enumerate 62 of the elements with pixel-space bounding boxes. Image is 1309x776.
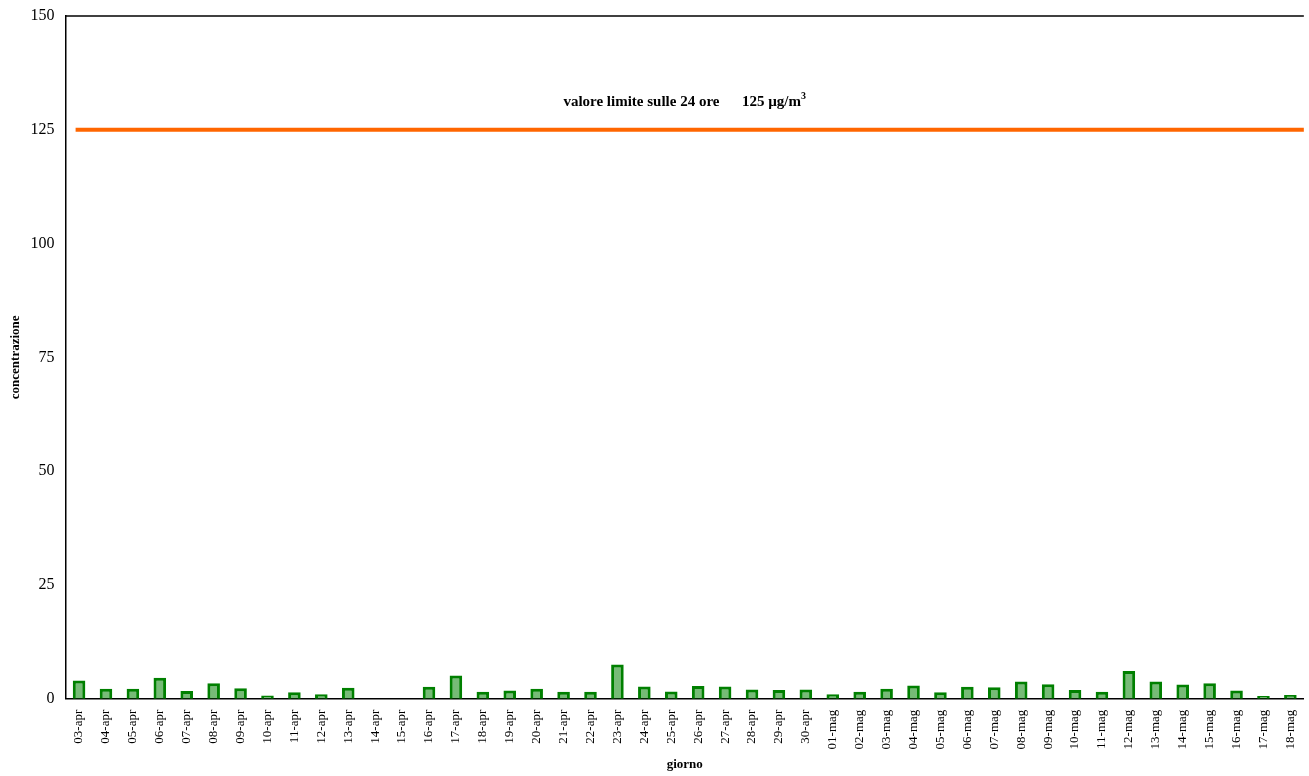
x-tick-label: 10-apr <box>258 709 274 744</box>
bar <box>315 694 328 699</box>
bar <box>611 664 624 699</box>
y-tick-label: 75 <box>38 347 55 365</box>
bar <box>288 692 301 699</box>
x-tick-label: 16-mag <box>1227 709 1243 750</box>
y-axis-title: concentrazione <box>7 315 23 400</box>
x-tick-label: 03-apr <box>70 709 86 744</box>
x-tick-label: 13-apr <box>339 709 355 744</box>
x-tick-label: 27-apr <box>716 709 732 744</box>
x-tick-label: 07-mag <box>985 709 1001 750</box>
y-tick-label: 25 <box>38 575 55 593</box>
x-tick-label: 24-apr <box>635 709 651 744</box>
y-tick-label: 125 <box>30 119 55 137</box>
x-tick-label: 05-apr <box>124 709 140 744</box>
x-tick-label: 06-mag <box>958 709 974 750</box>
x-tick-label: 17-mag <box>1254 709 1270 750</box>
x-tick-label: 02-mag <box>851 709 867 750</box>
x-tick-label: 09-mag <box>1039 709 1055 750</box>
x-tick-label: 11-apr <box>285 709 301 744</box>
bar <box>826 694 840 699</box>
x-tick-label: 06-apr <box>151 709 167 744</box>
x-tick-label: 30-apr <box>797 709 813 744</box>
x-tick-label: 18-apr <box>474 709 490 744</box>
bar <box>934 692 947 699</box>
x-tick-label: 01-mag <box>824 709 840 750</box>
x-tick-label: 18-mag <box>1281 709 1297 750</box>
x-tick-label: 09-apr <box>231 709 247 744</box>
x-tick-label: 07-apr <box>178 709 194 744</box>
x-tick-label: 15-apr <box>393 709 409 744</box>
bar <box>664 691 678 699</box>
x-tick-label: 25-apr <box>662 709 678 744</box>
y-tick-label: 150 <box>30 6 55 24</box>
x-tick-label: 11-mag <box>1093 709 1109 749</box>
x-tick-label: 20-apr <box>528 709 544 744</box>
x-tick-label: 12-mag <box>1120 709 1136 750</box>
bar <box>449 675 463 699</box>
x-tick-label: 10-mag <box>1066 709 1082 750</box>
y-tick-label: 0 <box>46 688 55 706</box>
x-tick-label: 19-apr <box>501 709 517 744</box>
x-tick-label: 04-apr <box>97 709 113 744</box>
x-tick-label: 05-mag <box>931 709 947 750</box>
x-tick-label: 29-apr <box>770 709 786 744</box>
x-tick-label: 14-apr <box>366 709 382 744</box>
x-tick-label: 21-apr <box>555 709 571 744</box>
x-tick-label: 22-apr <box>581 709 597 744</box>
x-axis-title: giorno <box>666 755 703 771</box>
x-tick-label: 17-apr <box>447 709 463 744</box>
x-tick-label: 23-apr <box>608 709 624 744</box>
x-tick-label: 16-apr <box>420 709 436 744</box>
y-tick-label: 50 <box>38 461 55 479</box>
y-tick-label: 100 <box>30 233 55 251</box>
x-tick-label: 04-mag <box>904 709 920 750</box>
x-tick-label: 15-mag <box>1201 709 1217 750</box>
x-tick-label: 13-mag <box>1147 709 1163 750</box>
x-tick-label: 12-apr <box>312 709 328 744</box>
x-tick-label: 08-mag <box>1012 709 1028 750</box>
x-tick-label: 03-mag <box>878 709 894 750</box>
x-tick-label: 28-apr <box>743 709 759 744</box>
x-tick-label: 08-apr <box>205 709 221 744</box>
x-tick-label: 14-mag <box>1174 709 1190 750</box>
x-tick-label: 26-apr <box>689 709 705 744</box>
